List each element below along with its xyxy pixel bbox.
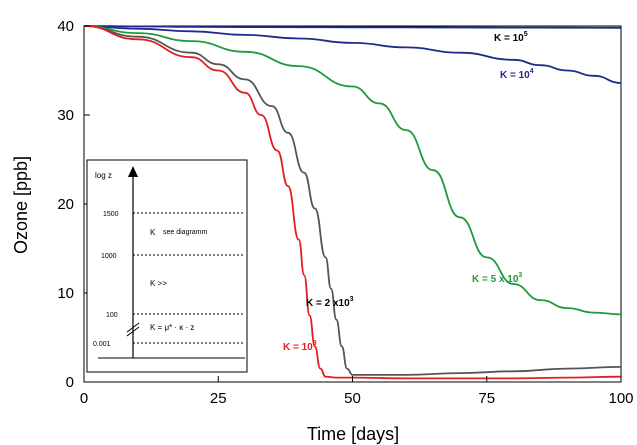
inset-zone1-k: K [150, 228, 156, 237]
label-k1e3: K = 103 [283, 340, 317, 353]
series-line-0 [83, 25, 622, 29]
series-line-4 [83, 25, 622, 380]
series-line-3 [83, 25, 622, 376]
series-line-1 [83, 25, 622, 84]
inset-level-1000: 1000 [101, 253, 117, 260]
y-tick-label: 30 [57, 107, 74, 124]
inset-frame [86, 159, 248, 373]
inset-zone2: K >> [150, 279, 167, 288]
x-tick-label: 25 [210, 390, 227, 407]
y-tick-label: 0 [66, 374, 74, 391]
y-tick-label: 40 [57, 18, 74, 35]
label-k1e5: K = 105 [494, 31, 528, 44]
inset-axis-label: log z [95, 171, 112, 180]
inset-break-mark-2 [126, 326, 140, 337]
inset-zone3: K = μ* · κ · z [150, 323, 194, 332]
x-tick-label: 50 [344, 390, 361, 407]
y-tick-label: 20 [57, 196, 74, 213]
inset-break-mark-1 [126, 322, 140, 333]
y-axis-title: Ozone [ppb] [11, 156, 31, 254]
y-tick-label: 10 [57, 285, 74, 302]
label-k2e3: K = 2 x103 [306, 296, 354, 309]
inset-axis-arrow [128, 166, 138, 177]
inset-level-1500: 1500 [103, 211, 119, 218]
x-tick-label: 100 [608, 390, 633, 407]
series-layer [83, 25, 622, 380]
inset-level-100: 100 [106, 312, 118, 319]
label-k1e4: K = 104 [500, 68, 534, 81]
x-tick-label: 0 [80, 390, 88, 407]
label-k5e3: K = 5 x 103 [472, 272, 522, 285]
series-line-2 [83, 25, 622, 316]
inset-diagram: log z 1500 1000 100 0.001 K see diagramm… [86, 159, 248, 373]
x-tick-label: 75 [478, 390, 495, 407]
inset-zone1-note: see diagramm [163, 229, 208, 236]
x-axis-title: Time [days] [307, 424, 399, 444]
inset-level-0001: 0.001 [93, 341, 111, 348]
